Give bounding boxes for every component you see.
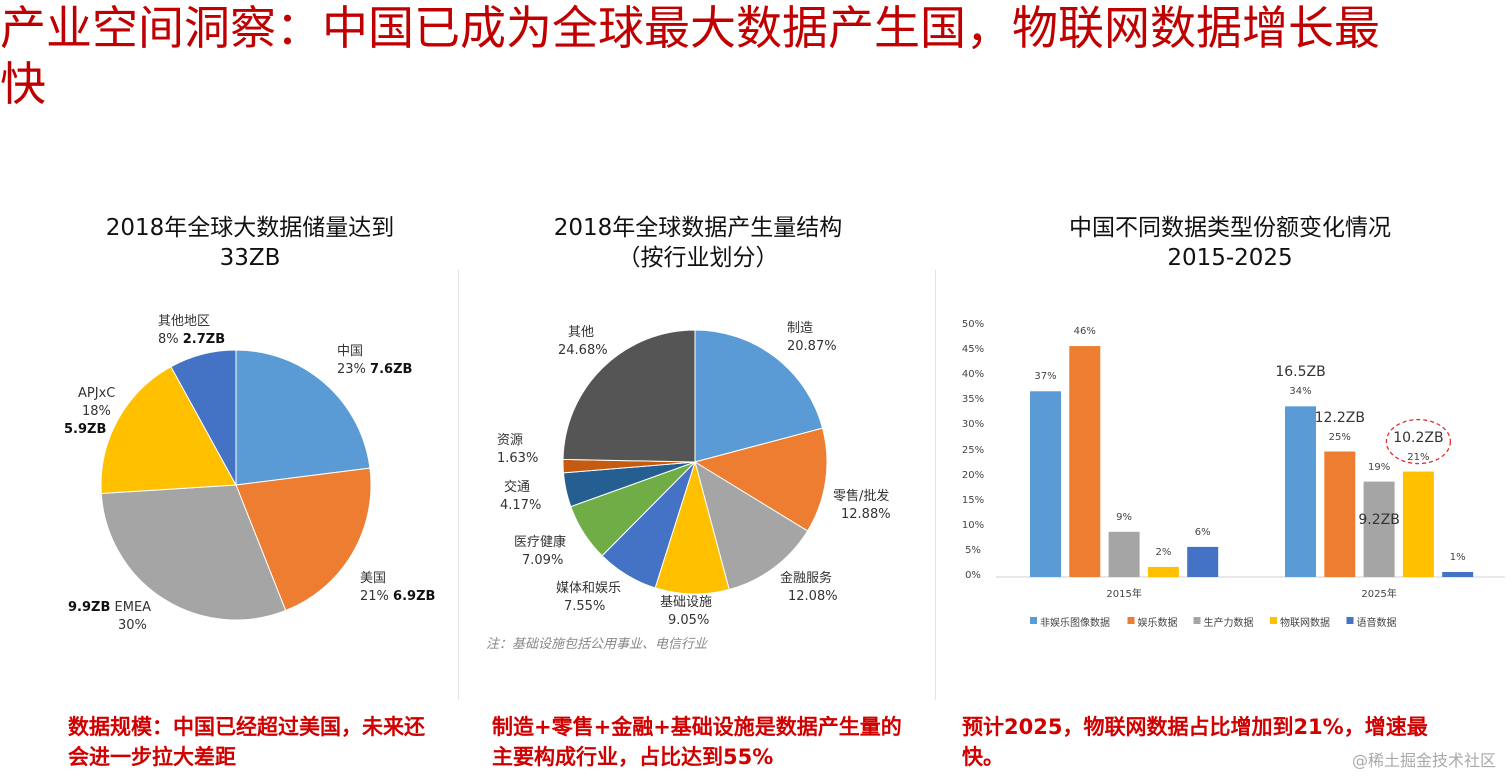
- pie1-label-emea: 9.9ZB EMEA 30%: [68, 600, 152, 633]
- panel-2-title: 2018年全球数据产生量结构 （按行业划分）: [478, 213, 918, 273]
- bar-生产力数据-2025年: [1363, 481, 1395, 577]
- bar-amount-label: 12.2ZB: [1314, 409, 1365, 426]
- pie1-slice-1: [235, 467, 372, 612]
- bar-语音数据-2015年: [1187, 546, 1219, 577]
- bar-非娱乐图像数据-2015年: [1030, 391, 1061, 577]
- bar-data-label: 46%: [1073, 326, 1096, 338]
- pie2-slice-2: [694, 460, 809, 591]
- panel-3-title: 中国不同数据类型份额变化情况 2015-2025: [1010, 213, 1450, 273]
- panel-1-conclusion: 数据规模：中国已经超过美国，未来还会进一步拉大差距: [68, 715, 425, 769]
- bar-data-label: 25%: [1328, 431, 1351, 443]
- bar-data-label: 37%: [1034, 371, 1057, 383]
- bar-amount-label: 9.2ZB: [1358, 511, 1400, 528]
- pie2-label-media: 媒体和娱乐 7.55%: [556, 581, 622, 614]
- bar-data-label: 21%: [1407, 451, 1430, 463]
- x-tick-label: 2015年: [1106, 589, 1142, 600]
- y-tick-label: 40%: [961, 369, 985, 381]
- y-tick-label: 10%: [961, 519, 985, 531]
- panel-1-title: 2018年全球大数据储量达到 33ZB: [40, 213, 460, 273]
- bar-data-label: 1%: [1449, 551, 1466, 563]
- bar-data-label: 9%: [1116, 511, 1133, 523]
- pie2-slice-1: [693, 427, 828, 532]
- pie1-slice-0: [235, 349, 371, 486]
- panel-3-title-line1: 中国不同数据类型份额变化情况: [1069, 215, 1391, 241]
- bar-物联网数据-2025年: [1402, 471, 1434, 577]
- divider: [458, 270, 459, 700]
- panel-2-conclusion: 制造+零售+金融+基础设施是数据产生量的主要构成行业，占比达到55%: [492, 715, 902, 769]
- legend-label: 非娱乐图像数据: [1040, 618, 1110, 629]
- divider: [935, 270, 936, 700]
- pie1-slice-2: [100, 484, 287, 621]
- y-tick-label: 50%: [961, 319, 985, 330]
- bar-amount-label: 16.5ZB: [1275, 364, 1326, 381]
- bar-data-label: 2%: [1155, 546, 1172, 558]
- legend-label: 语音数据: [1356, 618, 1397, 629]
- bar-data-label: 34%: [1289, 386, 1312, 398]
- pie2-slice-8: [562, 329, 696, 463]
- pie2-label-resources: 资源 1.63%: [497, 433, 539, 466]
- y-tick-label: 30%: [961, 419, 985, 431]
- panel-3-title-line2: 2015-2025: [1167, 245, 1293, 271]
- pie1-label-apjxc: APJxC 18% 5.9ZB: [64, 386, 116, 437]
- legend-swatch: [1346, 617, 1354, 624]
- panel-2-title-line1: 2018年全球数据产生量结构: [553, 215, 843, 241]
- bar-amount-label: 10.2ZB: [1393, 429, 1444, 446]
- pie2-footnote: 注：基础设施包括公用事业、电信行业: [486, 637, 708, 652]
- legend-swatch: [1127, 617, 1135, 624]
- y-tick-label: 0%: [965, 570, 981, 581]
- y-tick-label: 20%: [961, 469, 985, 481]
- slide-title: 产业空间洞察：中国已成为全球最大数据产生国，物联网数据增长最快: [0, 1, 1380, 111]
- y-tick-label: 45%: [961, 344, 985, 356]
- pie2-label-infrastructure: 基础设施 9.05%: [660, 595, 713, 628]
- legend-label: 娱乐数据: [1137, 618, 1178, 629]
- pie1-label-us: 美国 21% 6.9ZB: [360, 571, 436, 604]
- pie2-label-other: 其他 24.68%: [558, 325, 608, 358]
- pie2-label-finance: 金融服务 12.08%: [780, 571, 838, 604]
- bar-非娱乐图像数据-2025年: [1285, 406, 1316, 577]
- pie2-label-transport: 交通 4.17%: [500, 480, 542, 513]
- y-tick-label: 5%: [965, 544, 981, 556]
- panel-1-title-line1: 2018年全球大数据储量达到: [105, 215, 395, 241]
- watermark: @稀土掘金技术社区: [1351, 751, 1496, 770]
- pie2-label-retail: 零售/批发 12.88%: [833, 489, 891, 522]
- pie2-label-manufacturing: 制造 20.87%: [787, 321, 837, 354]
- legend-label: 物联网数据: [1280, 618, 1330, 629]
- bar-娱乐数据-2025年: [1324, 451, 1356, 577]
- panel-1-title-line2: 33ZB: [219, 245, 281, 271]
- y-tick-label: 35%: [961, 394, 985, 406]
- bar-物联网数据-2015年: [1147, 566, 1179, 577]
- pie1-label-china: 中国 23% 7.6ZB: [337, 344, 413, 377]
- bar-data-label: 19%: [1367, 461, 1391, 473]
- pie1-slice-4: [170, 349, 237, 486]
- pie2-slice-0: [694, 329, 824, 463]
- x-tick-label: 2025年: [1361, 589, 1397, 600]
- pie1-slice-3: [100, 366, 237, 495]
- panel-3-conclusion: 预计2025，物联网数据占比增加到21%，增速最快。: [962, 715, 1428, 769]
- bar-娱乐数据-2015年: [1069, 346, 1101, 577]
- pie1-label-other: 其他地区 8% 2.7ZB: [158, 314, 226, 347]
- panel-2-title-line2: （按行业划分）: [617, 245, 779, 271]
- legend-label: 生产力数据: [1203, 618, 1254, 629]
- legend-swatch: [1193, 617, 1201, 624]
- y-tick-label: 25%: [961, 444, 985, 456]
- legend-swatch: [1270, 617, 1277, 624]
- y-tick-label: 15%: [961, 494, 985, 506]
- highlight-circle: [1385, 418, 1452, 465]
- bar-data-label: 6%: [1194, 526, 1211, 538]
- legend-swatch: [1030, 617, 1037, 624]
- bar-语音数据-2025年: [1442, 571, 1474, 577]
- bar-生产力数据-2015年: [1108, 531, 1140, 577]
- pie2-label-healthcare: 医疗健康 7.09%: [514, 535, 567, 568]
